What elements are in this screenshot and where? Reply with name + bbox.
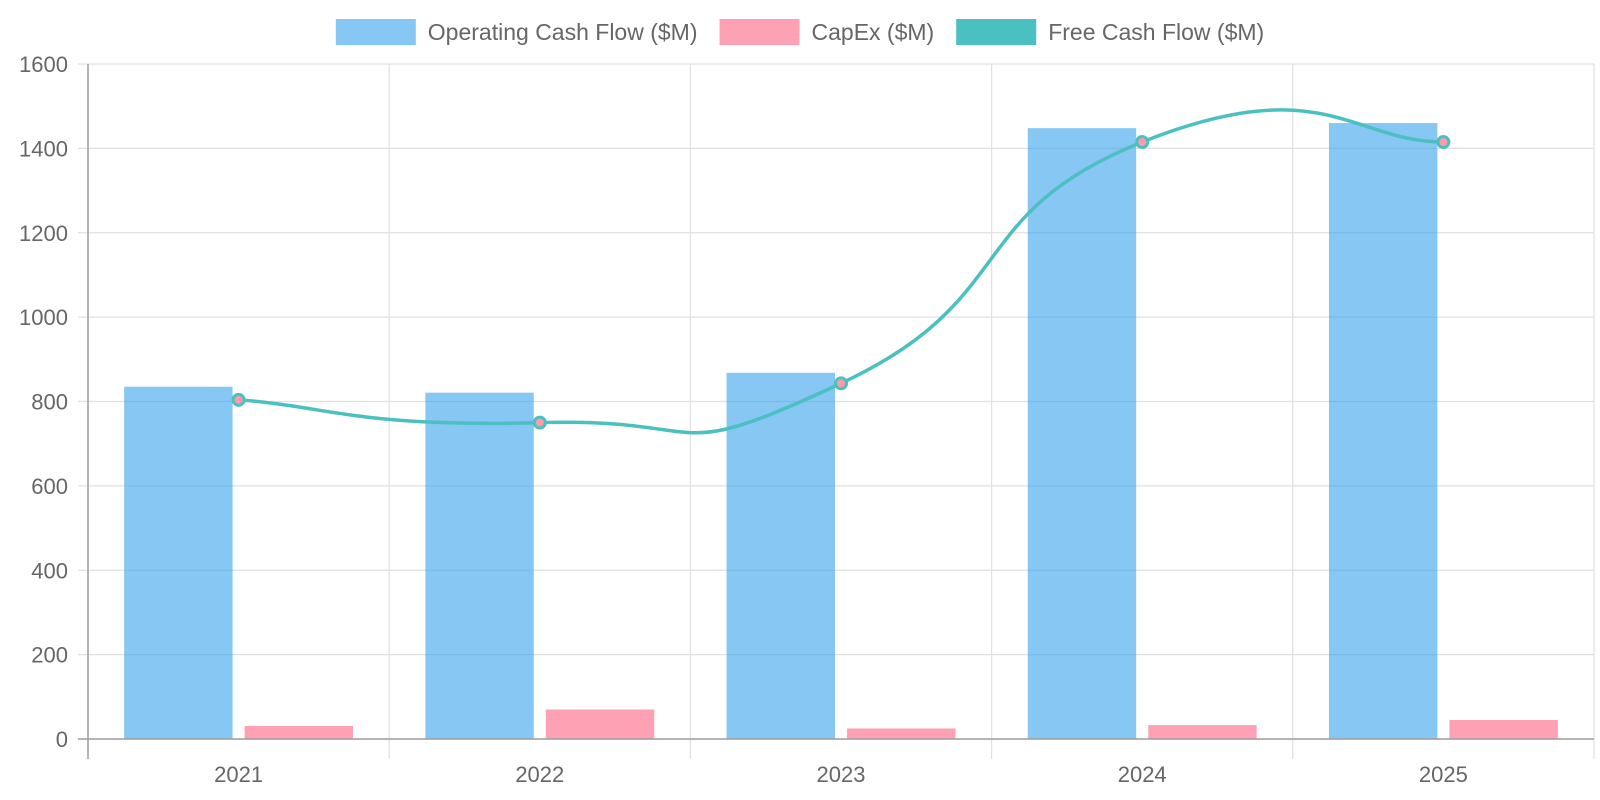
x-tick-label: 2023 xyxy=(817,762,866,787)
y-tick-label: 1600 xyxy=(19,52,68,77)
y-tick-label: 1200 xyxy=(19,221,68,246)
legend-swatch-operating-cash-flow-m xyxy=(335,19,416,45)
x-tick-label: 2025 xyxy=(1419,762,1468,787)
point-free-cash-flow-2024 xyxy=(1135,135,1150,150)
line-free-cash-flow xyxy=(238,108,1444,435)
legend-swatch-free-cash-flow-m xyxy=(956,19,1037,45)
grid xyxy=(78,63,1595,759)
x-tick-label: 2024 xyxy=(1118,762,1167,787)
y-tick-label: 600 xyxy=(31,474,68,499)
point-free-cash-flow-2023 xyxy=(834,376,848,391)
bar-operating-cash-flow-m-2021 xyxy=(124,386,233,739)
bar-series xyxy=(124,123,1558,739)
bar-operating-cash-flow-m-2025 xyxy=(1328,123,1438,739)
legend-label-operating-cash-flow-m: Operating Cash Flow ($M) xyxy=(428,19,698,45)
bar-capex-m-2022 xyxy=(545,709,655,739)
y-tick-label: 400 xyxy=(31,558,68,583)
legend-label-capex-m: CapEx ($M) xyxy=(812,19,935,45)
bar-capex-m-2021 xyxy=(244,725,354,739)
y-tick-label: 1400 xyxy=(19,136,68,161)
legend-label-free-cash-flow-m: Free Cash Flow ($M) xyxy=(1048,19,1264,45)
point-free-cash-flow-2021 xyxy=(231,392,246,407)
y-tick-label: 0 xyxy=(56,727,68,752)
y-tick-label: 1000 xyxy=(19,305,68,330)
bar-capex-m-2023 xyxy=(847,728,956,739)
bar-operating-cash-flow-m-2022 xyxy=(425,392,534,739)
point-free-cash-flow-2022 xyxy=(532,415,547,430)
legend: Operating Cash Flow ($M) CapEx ($M) Free C… xyxy=(335,19,1264,45)
bar-capex-m-2025 xyxy=(1449,720,1558,739)
x-tick-label: 2021 xyxy=(214,762,263,787)
legend-swatch-capex-m xyxy=(719,19,800,45)
axes: 0 200 400 600 800 1000 1200 1400 1600 2021 2022 202… xyxy=(19,52,1594,787)
bar-operating-cash-flow-m-2023 xyxy=(726,372,835,739)
y-tick-label: 200 xyxy=(31,643,68,668)
point-free-cash-flow-2025 xyxy=(1436,135,1451,150)
y-tick-label: 800 xyxy=(31,390,68,415)
bar-operating-cash-flow-m-2024 xyxy=(1027,128,1137,739)
line-series xyxy=(231,108,1451,435)
bar-capex-m-2024 xyxy=(1148,725,1257,739)
x-tick-label: 2022 xyxy=(515,762,564,787)
